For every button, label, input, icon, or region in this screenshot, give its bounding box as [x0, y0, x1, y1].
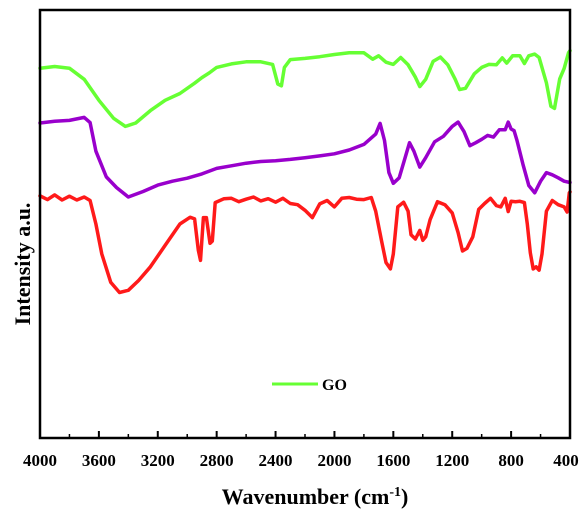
x-tick-label-2000: 2000 [317, 451, 351, 470]
spectrum-line-2 [38, 115, 572, 199]
x-axis-label-superscript: -1 [389, 485, 401, 500]
legend-label-go: GO [322, 377, 347, 394]
x-tick-label-1600: 1600 [376, 451, 410, 470]
x-tick-label-4000: 4000 [23, 451, 57, 470]
x-axis-label-close: ) [401, 484, 408, 509]
y-axis-label: Intensity a.u. [10, 203, 35, 326]
x-tick-label-800: 800 [498, 451, 524, 470]
x-axis-label-text: Wavenumber (cm [222, 484, 390, 509]
x-tick-label-2800: 2800 [200, 451, 234, 470]
x-tick-label-400: 400 [553, 451, 579, 470]
legend: GO [272, 377, 347, 394]
x-axis-label: Wavenumber (cm-1) [222, 484, 409, 509]
x-tick-label-3600: 3600 [82, 451, 116, 470]
x-tick-label-1200: 1200 [435, 451, 469, 470]
x-axis-tick-labels: 4000 3600 3200 2800 2400 2000 1600 1200 800 400 [23, 451, 579, 470]
spectrum-line-3 [38, 190, 572, 295]
x-tick-label-2400: 2400 [259, 451, 293, 470]
x-tick-label-3200: 3200 [141, 451, 175, 470]
x-axis-ticks [39, 431, 571, 438]
plot-frame [38, 8, 572, 440]
spectrum-line-1 [38, 48, 572, 129]
plot-lines [38, 48, 572, 295]
